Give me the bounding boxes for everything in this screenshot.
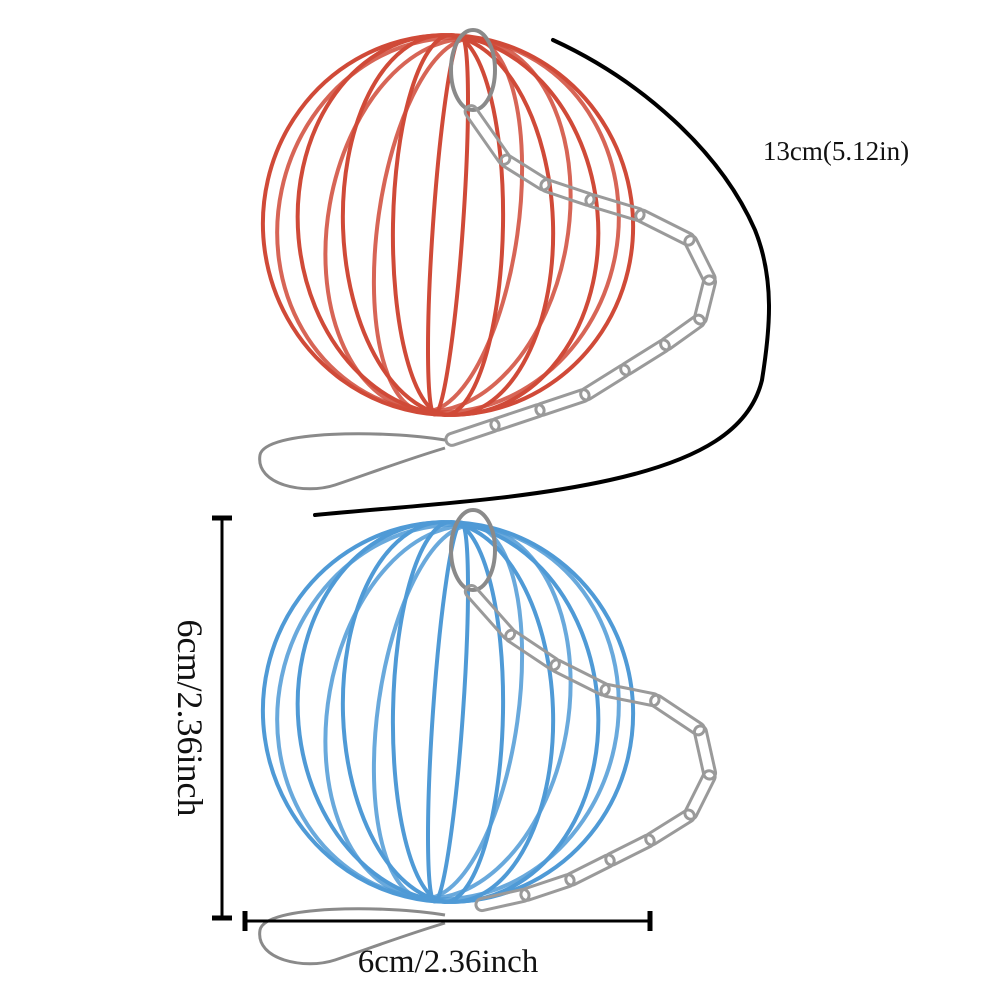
width-dimension xyxy=(242,911,653,931)
wire-meridian xyxy=(390,520,506,904)
chain-link xyxy=(619,338,671,377)
chain-link xyxy=(463,104,512,166)
top-ring xyxy=(449,28,497,112)
chain-link xyxy=(683,234,717,286)
chain-link xyxy=(564,853,616,887)
wire-meridian xyxy=(340,33,556,417)
height-label: 6cm/2.36inch xyxy=(170,620,210,817)
wire-meridian xyxy=(371,36,525,414)
wire-ball xyxy=(260,28,636,417)
snap-hook xyxy=(258,907,446,966)
chain-length-curve xyxy=(313,38,771,517)
chain-link xyxy=(649,693,706,737)
wire-meridian xyxy=(390,33,506,417)
wire-meridian xyxy=(340,520,556,904)
chain-link xyxy=(599,682,661,708)
chain-link xyxy=(519,873,576,902)
wire-balls xyxy=(258,28,718,966)
chain-length-label: 13cm(5.12in) xyxy=(763,136,909,166)
chain-link xyxy=(692,274,718,326)
chain-link xyxy=(489,403,546,432)
chain-link xyxy=(499,153,551,192)
wire-ball xyxy=(260,508,636,904)
chain-link xyxy=(659,313,706,352)
chain-link xyxy=(634,208,696,247)
chain-link xyxy=(539,178,596,207)
chain-link xyxy=(504,628,561,672)
chain-link xyxy=(692,724,718,781)
chain-link xyxy=(549,658,611,697)
wire-meridian xyxy=(426,520,470,904)
chain-link xyxy=(579,363,631,402)
width-label: 6cm/2.36inch xyxy=(358,944,539,980)
wire-meridian xyxy=(371,523,525,901)
height-dimension xyxy=(212,515,232,921)
chain-link xyxy=(584,193,646,222)
chain-link xyxy=(604,833,656,867)
chain-link xyxy=(644,808,696,847)
chain-link xyxy=(463,583,517,642)
top-ring xyxy=(449,508,497,592)
chain-link xyxy=(444,418,501,447)
chain-link xyxy=(474,887,531,913)
chain-link xyxy=(683,769,717,821)
chain-link xyxy=(534,388,591,417)
snap-hook xyxy=(258,432,446,491)
